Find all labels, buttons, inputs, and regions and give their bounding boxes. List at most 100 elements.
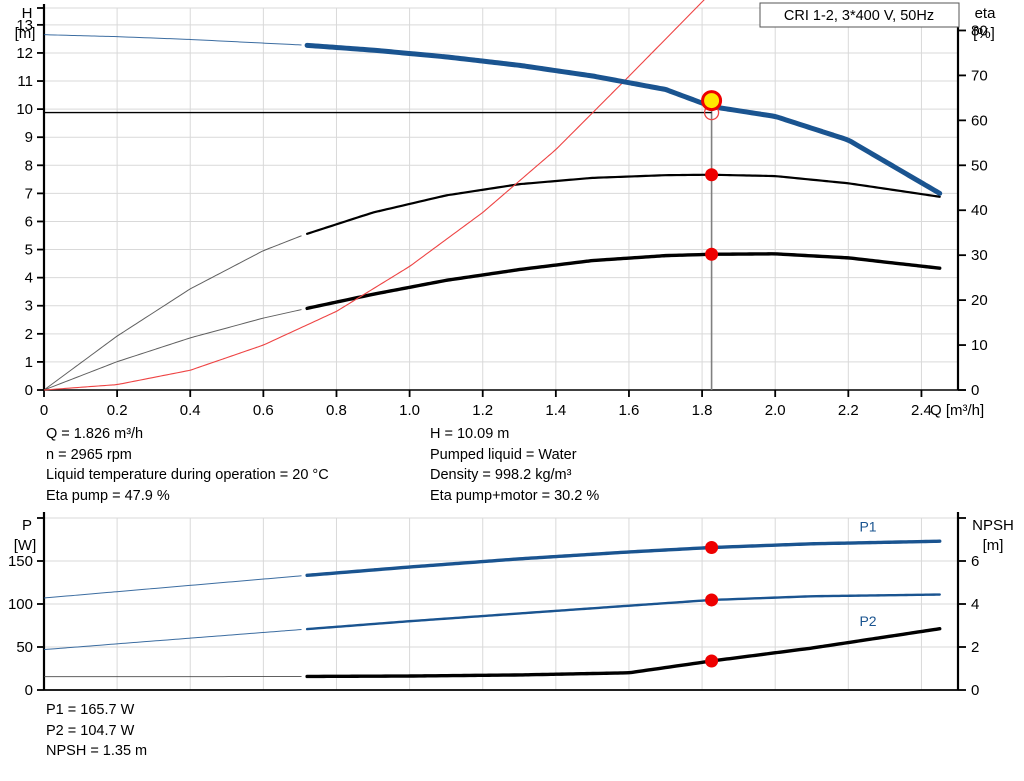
power-npsh-chart: 0 50 100 150 0 2 4 6 P [W] NPSH [m] P1 P2 bbox=[8, 512, 1014, 698]
y-axis-left-unit: [m] bbox=[15, 25, 36, 42]
eta-pump-motor-curve-bold-segment bbox=[305, 252, 942, 311]
x-axis-tick-label: 1.4 bbox=[545, 402, 566, 419]
liquid-info-line-3: Density = 998.2 kg/m³ bbox=[430, 467, 572, 483]
eta-pump-motor-duty-dot bbox=[705, 247, 719, 261]
p2-curve-thin-segment bbox=[43, 629, 302, 651]
y-axis-right-tick-label: 20 bbox=[971, 292, 988, 309]
head-duty-point-marker[interactable] bbox=[701, 90, 723, 112]
y-axis-left-unit: [W] bbox=[14, 537, 37, 554]
y-axis-right-tick-label: 10 bbox=[971, 337, 988, 354]
p1-curve-thin-segment bbox=[43, 575, 302, 599]
eta-pump-curve-thin-segment bbox=[43, 235, 302, 391]
x-axis-tick-label: 1.2 bbox=[472, 402, 493, 419]
y-axis-left-tick-label: 8 bbox=[25, 157, 33, 174]
power-info-line-3: NPSH = 1.35 m bbox=[46, 743, 148, 759]
model-title-label: CRI 1-2, 3*400 V, 50Hz bbox=[784, 8, 934, 24]
operating-point-info-right: H = 10.09 m Pumped liquid = Water Density … bbox=[430, 424, 599, 506]
x-axis-tick-label: 2.0 bbox=[765, 402, 786, 419]
y-axis-left-tick-label: 7 bbox=[25, 185, 33, 202]
curves bbox=[43, 0, 943, 391]
x-axis-tick-label: 1.0 bbox=[399, 402, 420, 419]
y-axis-left-tick-label: 5 bbox=[25, 242, 33, 259]
x-axis-tick-label: 0.2 bbox=[107, 402, 128, 419]
y-axis-right-unit: [%] bbox=[973, 25, 995, 42]
operating-info-line-4: Eta pump = 47.9 % bbox=[46, 487, 170, 504]
y-axis-left-title: H bbox=[22, 5, 33, 22]
y-axis-right-tick-label: 70 bbox=[971, 67, 988, 84]
p1-curve-label: P1 bbox=[859, 518, 876, 534]
x-axis-tick-label: 2.2 bbox=[838, 402, 859, 419]
y-axis-left-tick-label: 1 bbox=[25, 354, 33, 371]
y-axis-left-tick-label: 10 bbox=[16, 101, 33, 118]
x-axis-tick-label: 1.6 bbox=[619, 402, 640, 419]
y-axis-left-tick-label: 0 bbox=[25, 682, 33, 698]
y-axis-right-title: eta bbox=[975, 5, 997, 22]
y-axis-left-tick-label: 0 bbox=[25, 382, 33, 399]
duty-point-markers bbox=[705, 540, 719, 668]
p2-curve-label: P2 bbox=[859, 613, 876, 629]
y-axis-left-title: P bbox=[22, 517, 32, 534]
y-axis-right-tick-label: 40 bbox=[971, 202, 988, 219]
p1-curve-bold-segment bbox=[305, 539, 942, 578]
operating-info-line-1: Q = 1.826 m³/h bbox=[46, 426, 144, 442]
eta-pump-motor-curve-thin-segment bbox=[43, 309, 302, 391]
operating-point-info-left: Q = 1.826 m³/h n = 2965 rpm Liquid tempera… bbox=[46, 424, 329, 506]
operating-info-line-3: Liquid temperature during operation = 20… bbox=[46, 467, 329, 483]
eta-pump-curve-bold-segment bbox=[306, 173, 941, 235]
duty-point-markers bbox=[701, 90, 723, 261]
axes bbox=[42, 512, 960, 691]
curves bbox=[43, 539, 942, 679]
power-info-line-1: P1 = 165.7 W bbox=[46, 702, 135, 718]
liquid-info-line-1: H = 10.09 m bbox=[430, 426, 510, 442]
npsh-curve-bold-segment bbox=[305, 627, 942, 679]
y-axis-right-tick-label: 30 bbox=[971, 247, 988, 264]
y-axis-right-title: NPSH bbox=[972, 517, 1014, 534]
title-box-frame bbox=[759, 2, 960, 28]
y-axis-left-tick-label: 150 bbox=[8, 553, 33, 570]
liquid-info-line-2: Pumped liquid = Water bbox=[430, 446, 577, 463]
y-axis-left-tick-label: 50 bbox=[16, 639, 33, 656]
y-axis-right-tick-label: 4 bbox=[971, 596, 979, 613]
eta-pump-duty-dot bbox=[705, 168, 719, 182]
axis-ticks: 0 50 100 150 0 2 4 6 bbox=[8, 517, 979, 698]
y-axis-right-tick-label: 60 bbox=[971, 112, 988, 129]
operating-info-line-2: n = 2965 rpm bbox=[46, 446, 132, 463]
system-curve bbox=[43, 0, 705, 391]
y-axis-left-tick-label: 100 bbox=[8, 596, 33, 613]
y-axis-right-unit: [m] bbox=[983, 537, 1004, 554]
x-axis-tick-label: 0.8 bbox=[326, 402, 347, 419]
p1-duty-dot bbox=[705, 540, 719, 554]
y-axis-right-tick-label: 0 bbox=[971, 682, 979, 698]
y-axis-left-tick-label: 3 bbox=[25, 298, 33, 315]
y-axis-right-tick-label: 6 bbox=[971, 553, 979, 570]
x-axis-tick-label: 1.8 bbox=[692, 402, 713, 419]
liquid-info-line-4: Eta pump+motor = 30.2 % bbox=[430, 487, 600, 504]
y-axis-left-tick-label: 4 bbox=[25, 270, 33, 287]
p2-duty-dot bbox=[705, 593, 719, 607]
axes bbox=[42, 4, 966, 391]
y-axis-left-tick-label: 6 bbox=[25, 213, 33, 230]
axis-titles: P [W] NPSH [m] bbox=[14, 517, 1014, 554]
x-axis-tick-label: 0.6 bbox=[253, 402, 274, 419]
model-title-box: CRI 1-2, 3*400 V, 50Hz bbox=[759, 2, 960, 28]
axis-titles: H [m] eta [%] Q [m³/h] bbox=[15, 5, 997, 419]
y-axis-right-tick-label: 50 bbox=[971, 157, 988, 174]
y-axis-right-tick-label: 2 bbox=[971, 639, 979, 656]
x-axis-title: Q [m³/h] bbox=[930, 402, 984, 419]
y-axis-left-tick-label: 11 bbox=[17, 73, 33, 90]
duty-point-guides bbox=[44, 106, 713, 390]
head-curve-thin-segment bbox=[43, 34, 302, 46]
head-curve-bold-segment bbox=[304, 42, 943, 196]
y-axis-left-tick-label: 9 bbox=[25, 129, 33, 146]
x-axis-tick-label: 0.4 bbox=[180, 402, 201, 419]
y-axis-right-tick-label: 0 bbox=[971, 382, 979, 399]
curve-labels: P1 P2 bbox=[859, 518, 876, 628]
power-npsh-info: P1 = 165.7 W P2 = 104.7 W NPSH = 1.35 m bbox=[46, 700, 147, 762]
x-axis-tick-label: 2.4 bbox=[911, 402, 932, 419]
y-axis-left-tick-label: 2 bbox=[25, 326, 33, 343]
y-axis-left-tick-label: 13 bbox=[16, 17, 33, 34]
p2-curve-bold-segment bbox=[305, 593, 941, 631]
